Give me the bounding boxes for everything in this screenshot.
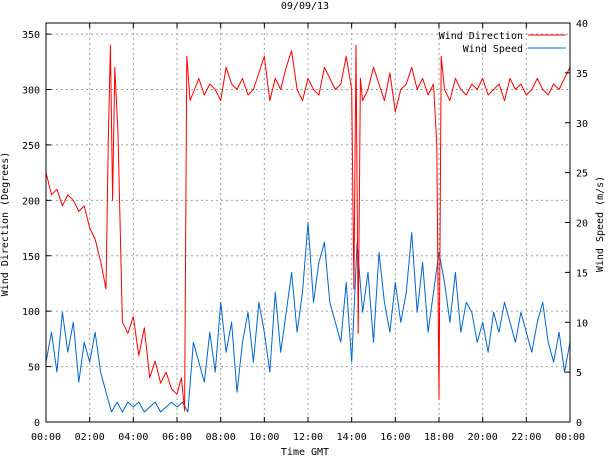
y-left-tick-label: 100 [22, 307, 40, 318]
x-tick-label: 20:00 [468, 432, 498, 443]
x-tick-label: 08:00 [206, 432, 236, 443]
x-axis-title: Time GMT [281, 447, 329, 458]
legend: Wind Direction Wind Speed [439, 31, 566, 55]
chart-title: 09/09/13 [281, 1, 329, 12]
x-tick-label: 14:00 [337, 432, 367, 443]
legend-label-wind-speed: Wind Speed [463, 44, 523, 55]
x-tick-label: 00:00 [31, 432, 61, 443]
y-left-tick-label: 50 [28, 363, 40, 374]
y-right-tick-label: 20 [576, 219, 588, 230]
y-right-tick-label: 0 [576, 418, 582, 429]
x-tick-label: 22:00 [511, 432, 541, 443]
y-right-tick-label: 35 [576, 69, 588, 80]
y-right-tick-label: 40 [576, 19, 588, 30]
y-axis-left: 0 50 100 150 200 250 300 350 [22, 30, 51, 429]
y-left-tick-label: 0 [34, 418, 40, 429]
x-tick-label: 00:00 [555, 432, 585, 443]
y-right-tick-label: 10 [576, 318, 588, 329]
y-left-tick-label: 300 [22, 86, 40, 97]
y-axis-left-title: Wind Direction (Degrees) [0, 152, 11, 297]
x-tick-label: 10:00 [249, 432, 279, 443]
x-tick-label: 02:00 [75, 432, 105, 443]
x-tick-label: 16:00 [380, 432, 410, 443]
series-line-wind-speed [45, 222, 571, 413]
y-left-tick-label: 250 [22, 141, 40, 152]
y-right-tick-label: 25 [576, 169, 588, 180]
y-left-tick-label: 200 [22, 196, 40, 207]
series-layer [45, 44, 571, 413]
x-tick-label: 06:00 [162, 432, 192, 443]
y-axis-right-title: Wind Speed (m/s) [595, 176, 606, 272]
x-tick-label: 12:00 [293, 432, 323, 443]
y-left-tick-label: 150 [22, 252, 40, 263]
x-axis: 00:00 02:00 04:00 06:00 08:00 10:00 12:00 14:00… [31, 23, 585, 443]
x-tick-label: 18:00 [424, 432, 454, 443]
y-left-tick-label: 350 [22, 30, 40, 41]
x-tick-label: 04:00 [118, 432, 148, 443]
series-line-wind-direction [45, 44, 571, 412]
y-right-tick-label: 15 [576, 268, 588, 279]
y-right-tick-label: 30 [576, 119, 588, 130]
y-right-tick-label: 5 [576, 368, 582, 379]
legend-label-wind-direction: Wind Direction [439, 31, 523, 42]
y-axis-right: 0 5 10 15 20 25 30 35 40 [565, 19, 588, 429]
